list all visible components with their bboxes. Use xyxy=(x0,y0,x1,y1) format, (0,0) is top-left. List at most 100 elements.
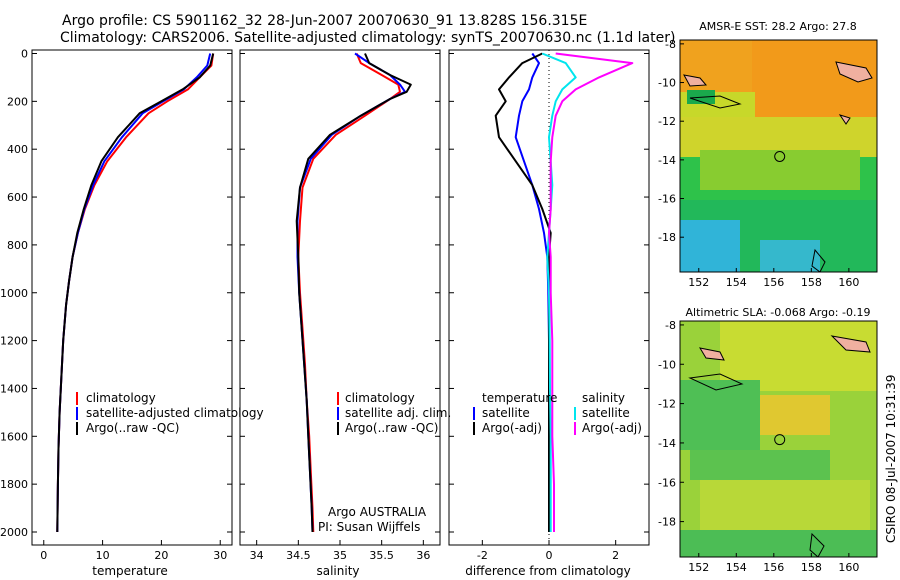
temperature-legend: climatology satellite-adjusted climatolo… xyxy=(76,391,264,435)
salinity-x-ticks: 34 34.5 35 35.5 36 xyxy=(250,540,430,562)
map-x-tick-label: 152 xyxy=(688,276,709,289)
y-tick-label: 1000 xyxy=(0,287,28,300)
sst-cool-south xyxy=(760,240,820,272)
argo-program-annotation: Argo AUSTRALIA xyxy=(328,505,427,519)
sst-reef-contour xyxy=(689,95,742,109)
side-timestamp-label: CSIRO 08-Jul-2007 10:31:39 xyxy=(884,375,898,543)
sla-map-field xyxy=(680,321,877,557)
temperature-axes-box xyxy=(31,49,233,546)
sst-island-2 xyxy=(683,74,708,87)
y-tick-label: 0 xyxy=(21,48,28,61)
map-y-tick-label: -12 xyxy=(658,398,676,411)
legend-temp-satellite-label: satellite xyxy=(482,406,530,420)
series-line-argo-raw-qc xyxy=(56,53,215,533)
x-tick-label: 34 xyxy=(250,549,264,562)
map-x-tick-label: 156 xyxy=(763,276,784,289)
map-x-tick-label: 156 xyxy=(763,561,784,574)
pi-annotation: PI: Susan Wijffels xyxy=(318,520,420,534)
map-y-tick-label: -12 xyxy=(658,115,676,128)
legend-sal-argo-label: Argo(-adj) xyxy=(582,421,642,435)
legend-argo-label: Argo(..raw -QC) xyxy=(345,421,438,435)
series-line-climatology xyxy=(297,53,401,533)
depth-y-ticks: 0 200 400 600 800 1000 1200 1400 1600 1800 2000 xyxy=(0,48,649,539)
y-tick-label: 1400 xyxy=(0,382,28,395)
series-line-argo-raw-qc xyxy=(295,53,412,533)
difference-x-ticks: -2 0 2 xyxy=(477,540,619,562)
sla-south-contour xyxy=(809,532,825,557)
y-tick-label: 400 xyxy=(7,143,28,156)
x-tick-label: 0 xyxy=(40,549,47,562)
sst-map-field xyxy=(680,40,877,272)
legend-salinity-heading: salinity xyxy=(582,391,625,405)
x-tick-label: 30 xyxy=(213,549,227,562)
legend-climatology-label: climatology xyxy=(345,391,415,405)
map-y-tick-label: -16 xyxy=(658,476,676,489)
y-tick-label: 2000 xyxy=(0,526,28,539)
sla-west-green xyxy=(680,380,760,450)
legend-sal-satellite-label: satellite xyxy=(582,406,630,420)
salinity-axes-box xyxy=(239,49,441,546)
y-tick-label: 200 xyxy=(7,95,28,108)
legend-satellite-adj-label: satellite adj. clim. xyxy=(345,406,451,420)
sla-island-1 xyxy=(830,335,871,353)
x-tick-label: 2 xyxy=(612,549,619,562)
y-tick-label: 1800 xyxy=(0,478,28,491)
salinity-legend: climatology satellite adj. clim. Argo(..… xyxy=(337,391,451,435)
sla-south-green xyxy=(680,530,877,557)
difference-x-label: difference from climatology xyxy=(465,564,631,578)
legend-argo-label: Argo(..raw -QC) xyxy=(86,421,179,435)
sla-y-ticks: -8 -10 -12 -14 -16 -18 xyxy=(658,319,684,529)
sla-map-panel: Altimetric SLA: -0.068 Argo: -0.19 152 15… xyxy=(658,306,878,574)
sla-north-yellow xyxy=(720,321,877,391)
difference-legend: temperature satellite Argo(-adj) salinit… xyxy=(473,391,642,435)
y-tick-label: 1200 xyxy=(0,335,28,348)
map-y-tick-label: -8 xyxy=(665,38,676,51)
temperature-panel: 0 10 20 30 0 200 400 600 800 1000 1200 1400 1600 180… xyxy=(0,48,649,578)
map-x-tick-label: 158 xyxy=(801,276,822,289)
legend-satellite-adjusted-label: satellite-adjusted climatology xyxy=(86,406,264,420)
map-x-tick-label: 154 xyxy=(726,276,747,289)
sst-argo-marker xyxy=(774,151,786,162)
sla-center-yellow xyxy=(760,395,830,435)
map-x-tick-label: 160 xyxy=(838,561,859,574)
series-line-satellite-adjusted-climatology xyxy=(56,53,212,533)
x-tick-label: 36 xyxy=(416,549,430,562)
x-tick-label: 20 xyxy=(154,549,168,562)
series-line-climatology xyxy=(56,53,215,533)
sst-island-1 xyxy=(835,61,873,83)
sst-south-contour xyxy=(811,248,826,272)
y-tick-label: 800 xyxy=(7,239,28,252)
x-tick-label: 35.5 xyxy=(369,549,394,562)
x-tick-label: 10 xyxy=(96,549,110,562)
x-tick-label: 35 xyxy=(333,549,347,562)
map-x-tick-label: 160 xyxy=(838,276,859,289)
difference-series-group xyxy=(494,52,634,532)
map-y-tick-label: -14 xyxy=(658,154,676,167)
sst-light-green-band xyxy=(700,150,860,190)
map-y-tick-label: -18 xyxy=(658,516,676,529)
legend-climatology-label: climatology xyxy=(86,391,156,405)
sst-cool-sw xyxy=(680,220,740,272)
sla-argo-marker xyxy=(774,434,786,446)
map-y-tick-label: -8 xyxy=(665,319,676,332)
series-line-temperature-argo-adj xyxy=(494,52,552,532)
sla-map-title: Altimetric SLA: -0.068 Argo: -0.19 xyxy=(686,306,871,319)
sst-map-panel: AMSR-E SST: 28.2 Argo: 27.8 152 154 156 158… xyxy=(658,20,878,289)
map-x-tick-label: 154 xyxy=(726,561,747,574)
map-y-tick-label: -16 xyxy=(658,193,676,206)
header-line-1: Argo profile: CS 5901162_32 28-Jun-2007 … xyxy=(62,13,587,29)
sla-map-frame xyxy=(679,320,878,558)
y-tick-label: 1600 xyxy=(0,430,28,443)
series-line-salinity-argo-adj xyxy=(548,52,634,532)
map-x-tick-label: 152 xyxy=(688,561,709,574)
x-tick-label: -2 xyxy=(477,549,488,562)
x-tick-label: 34.5 xyxy=(286,549,311,562)
y-tick-label: 600 xyxy=(7,191,28,204)
sst-map-title: AMSR-E SST: 28.2 Argo: 27.8 xyxy=(699,20,857,33)
sla-mid-green xyxy=(690,450,830,480)
map-y-tick-label: -14 xyxy=(658,437,676,450)
temperature-x-ticks: 0 10 20 30 xyxy=(40,540,227,562)
map-y-tick-label: -18 xyxy=(658,231,676,244)
map-y-tick-label: -10 xyxy=(658,358,676,371)
